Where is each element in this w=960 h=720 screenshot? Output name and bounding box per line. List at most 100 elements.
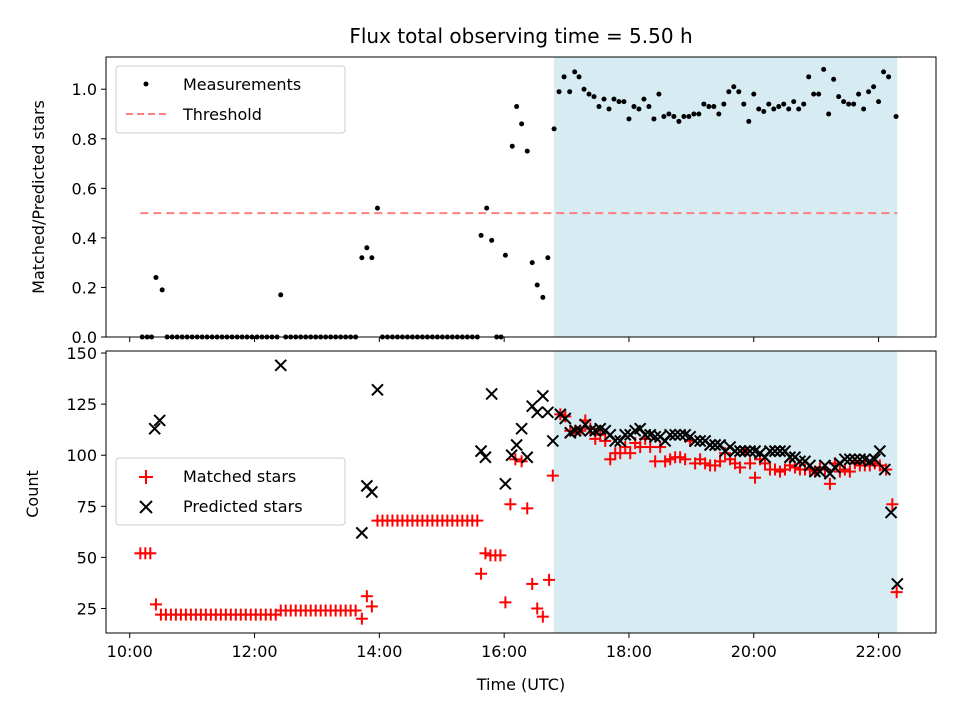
measurement-point	[567, 89, 573, 95]
measurement-point	[706, 104, 712, 110]
measurement-point	[514, 104, 520, 110]
measurement-point	[886, 74, 892, 80]
measurement-point	[374, 205, 380, 211]
bottom-panel: 25 50 75 100 125 150 10:00 12:00 14:00 16:00 18:00…	[23, 344, 937, 694]
top-panel: 0.0 0.2 0.4 0.6 0.8 1.0 Matched/Predicted sta…	[29, 56, 937, 347]
x-tick-label: 12:00	[231, 642, 277, 661]
measurement-point	[756, 106, 762, 112]
measurement-point	[369, 255, 375, 261]
matched-star-point	[843, 465, 856, 478]
measurement-point	[846, 101, 852, 107]
measurement-point	[581, 86, 587, 92]
predicted-star-point	[499, 477, 512, 491]
measurement-point	[572, 69, 578, 75]
predicted-star-point	[274, 359, 287, 372]
predicted-star-point	[148, 422, 161, 435]
bottom-legend: Matched stars Predicted stars	[115, 457, 346, 526]
matched-star-point	[744, 457, 757, 470]
y-tick-label: 125	[66, 395, 97, 414]
measurement-point	[691, 111, 697, 117]
predicted-star-point	[793, 455, 807, 468]
measurement-point	[831, 76, 837, 82]
predicted-star-point	[873, 444, 887, 458]
top-legend: Measurements Threshold	[115, 65, 346, 134]
predicted-star-point	[673, 428, 687, 441]
measurement-point	[711, 104, 717, 110]
predicted-star-point	[853, 453, 867, 466]
measurement-point	[591, 94, 597, 100]
predicted-star-point	[505, 449, 518, 462]
measurement-point	[856, 91, 862, 97]
matched-star-point	[349, 604, 362, 617]
predicted-star-point	[546, 434, 560, 448]
matched-star-point	[654, 441, 667, 454]
y-tick-label: 150	[66, 344, 97, 363]
matched-star-point	[521, 502, 534, 515]
measurement-point	[656, 91, 662, 97]
measurement-point	[636, 106, 642, 112]
y-tick-label: 100	[66, 446, 97, 465]
measurement-point	[606, 106, 612, 112]
measurement-point	[661, 113, 667, 119]
matched-star-point	[504, 498, 517, 511]
bottom-ylabel: Count	[23, 470, 42, 518]
matched-star-point	[599, 434, 612, 447]
measurement-point	[611, 96, 617, 102]
measurement-point	[876, 99, 882, 105]
predicted-star-point	[521, 451, 534, 464]
measurement-point	[841, 99, 847, 105]
measurement-point	[726, 89, 732, 95]
predicted-star-point	[763, 444, 777, 458]
measurement-point	[359, 255, 365, 261]
measurement-point	[866, 89, 872, 95]
predicted-star-point	[510, 438, 523, 452]
predicted-star-point	[708, 438, 722, 452]
measurement-point	[502, 252, 508, 258]
measurement-point	[766, 101, 772, 107]
top-ylabel: Matched/Predicted stars	[29, 100, 48, 294]
measurement-point	[741, 101, 747, 107]
legend-measurements-label: Measurements	[183, 75, 301, 94]
matched-star-point	[546, 469, 559, 482]
matched-star-point	[526, 577, 539, 590]
matched-star-point	[494, 549, 507, 562]
measurement-point	[716, 111, 722, 117]
top-plot-frame	[105, 56, 937, 338]
measurement-point	[529, 260, 535, 266]
measurement-point	[776, 104, 782, 110]
measurement-point	[871, 84, 877, 90]
measurement-point	[696, 111, 702, 117]
matched-star-point	[536, 610, 549, 623]
predicted-star-point	[743, 444, 757, 458]
measurement-point	[484, 205, 490, 211]
matched-star-point	[679, 453, 692, 466]
measurement-point	[641, 96, 647, 102]
predicted-star-point	[848, 453, 862, 466]
legend-predicted-label: Predicted stars	[183, 497, 303, 516]
predicted-star-point	[474, 444, 488, 458]
measurement-point	[751, 91, 757, 97]
x-tick-label: 10:00	[107, 642, 153, 661]
predicted-star-point	[536, 389, 550, 403]
predicted-star-point	[648, 430, 662, 444]
measurement-point	[881, 69, 887, 75]
measurement-point	[534, 282, 540, 288]
measurement-point	[545, 255, 551, 261]
predicted-star-point	[843, 453, 857, 466]
measurement-point	[816, 91, 822, 97]
measurement-point	[561, 74, 567, 80]
x-tick-label: 18:00	[606, 642, 652, 661]
matched-star-point	[355, 612, 368, 625]
measurement-point	[159, 287, 165, 293]
measurement-point	[746, 118, 752, 124]
legend-threshold-label: Threshold	[182, 105, 262, 124]
matched-star-point	[531, 602, 544, 615]
matched-star-point	[144, 547, 157, 560]
measurement-point	[621, 99, 627, 105]
measurement-point	[826, 111, 832, 117]
bottom-xlabel: Time (UTC)	[476, 675, 565, 694]
y-tick-label: 0.2	[72, 278, 97, 297]
predicted-star-point	[485, 387, 498, 401]
measurement-point	[671, 113, 677, 119]
